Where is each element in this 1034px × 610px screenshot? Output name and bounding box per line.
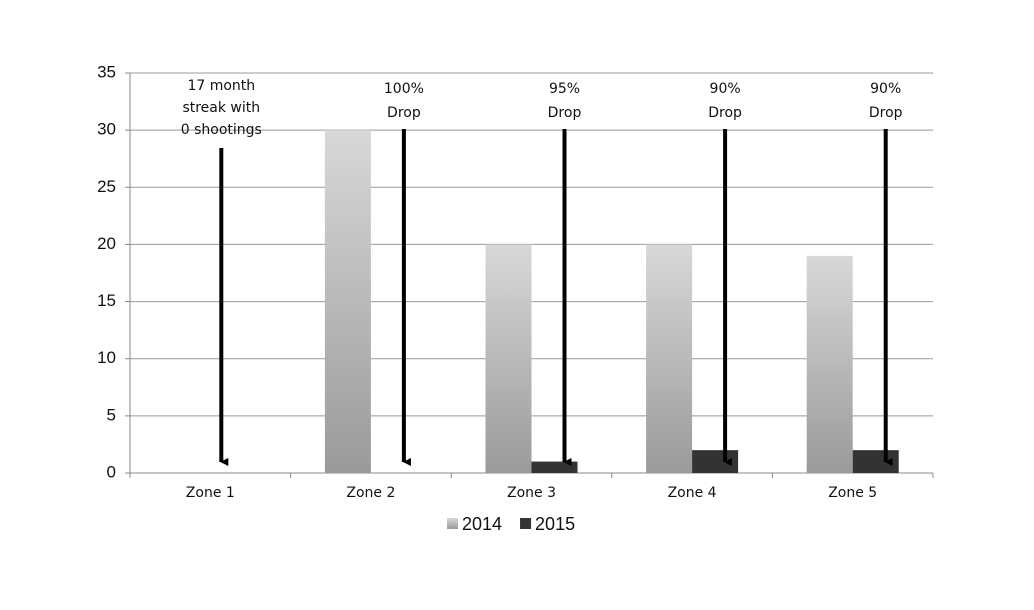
x-tick-label: Zone 5 [828,485,877,501]
x-tick-label: Zone 3 [507,485,556,501]
annotation: Drop [387,105,421,121]
annotation: Drop [548,105,582,121]
y-tick-label: 20 [97,234,116,253]
y-tick-label: 10 [97,348,116,367]
bar [852,450,899,473]
legend-swatch [520,518,532,529]
y-tick-label: 25 [97,177,116,196]
x-tick-label: Zone 1 [186,485,235,501]
bar [531,461,578,473]
annotation: 90% [870,81,901,97]
legend-swatch [447,518,458,529]
y-tick-label: 0 [107,462,116,481]
y-tick-label: 5 [107,405,116,424]
legend-label: 2014 [462,514,502,534]
bar [646,244,693,473]
annotation: 100% [384,81,424,97]
y-tick-label: 30 [97,120,116,139]
x-tick-label: Zone 2 [346,485,395,501]
y-tick-label: 15 [97,291,116,310]
annotation: Drop [708,105,742,121]
legend-label: 2015 [535,514,575,534]
y-tick-label: 35 [97,62,116,81]
annotation: 90% [710,81,741,97]
bar [806,255,853,473]
annotation: streak with [182,100,260,116]
bar [324,130,371,473]
annotation: 0 shootings [181,122,262,138]
legend: 2014 2015 [447,514,575,534]
bar [692,450,739,473]
bar [485,244,532,473]
annotation: 17 month [187,78,255,94]
annotation: Drop [869,105,903,121]
annotation: 95% [549,81,580,97]
x-tick-label: Zone 4 [668,485,717,501]
